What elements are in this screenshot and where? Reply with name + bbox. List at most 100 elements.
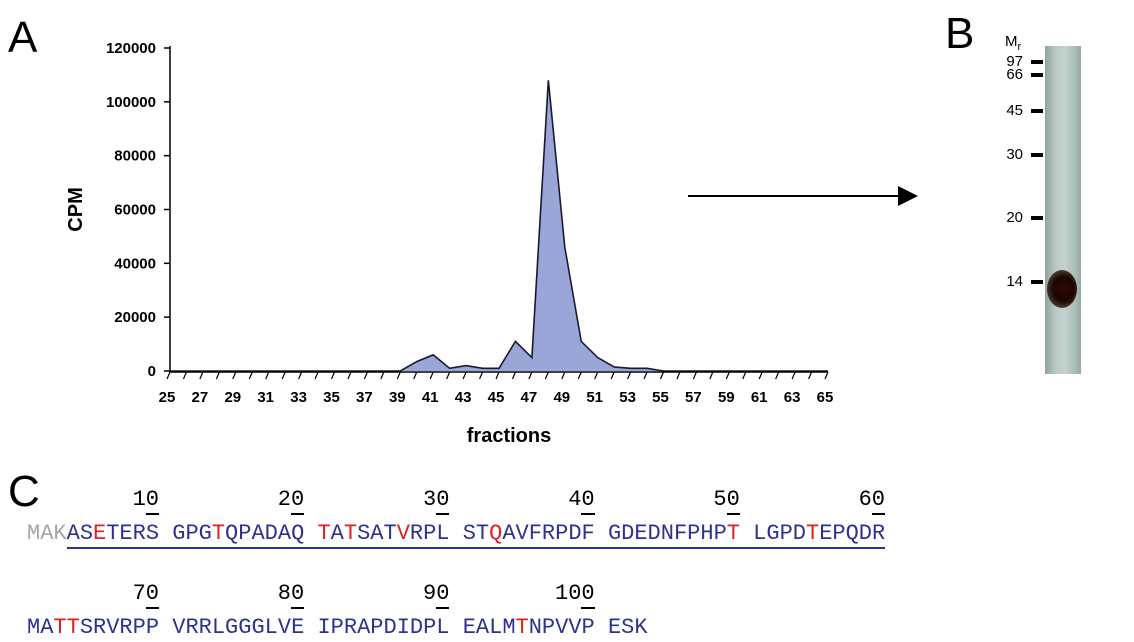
sequence-residue: A bbox=[40, 521, 54, 546]
x-tick bbox=[478, 371, 484, 380]
y-tick-label: 0 bbox=[148, 363, 156, 380]
chart-plot-area: 0 20000 40000 60000 80000 100000 120000 25 27 29 3… bbox=[65, 40, 833, 447]
sequence-residue: L bbox=[264, 615, 278, 640]
sequence-position-underline bbox=[726, 513, 740, 515]
data-point bbox=[416, 360, 418, 362]
x-tick bbox=[643, 371, 648, 380]
x-tick bbox=[314, 371, 319, 380]
gel-marker-tick bbox=[1031, 280, 1043, 284]
gel-marker-label: 20 bbox=[1006, 209, 1023, 226]
data-point bbox=[597, 356, 599, 358]
area-fill bbox=[170, 80, 828, 372]
sequence-residue: D bbox=[647, 521, 661, 546]
x-tick bbox=[709, 371, 714, 380]
sequence-residue: Q bbox=[489, 521, 503, 546]
data-point bbox=[481, 367, 483, 369]
data-point bbox=[547, 79, 549, 81]
sequence-residue: A bbox=[475, 615, 490, 640]
sequence-residue: P bbox=[238, 521, 252, 546]
sequence-residue: A bbox=[66, 521, 80, 546]
x-tick-label: 29 bbox=[224, 389, 241, 406]
sequence-residue: E bbox=[607, 615, 622, 640]
sequence-position-number: 90 bbox=[423, 581, 450, 606]
sequence-position-number: 60 bbox=[858, 487, 885, 512]
sequence-residue: G bbox=[238, 615, 252, 640]
x-tick bbox=[725, 371, 730, 380]
data-point bbox=[531, 356, 533, 358]
x-tick bbox=[807, 371, 813, 380]
sequence-residue: T bbox=[106, 521, 120, 546]
x-tick bbox=[594, 371, 599, 380]
sequence-residue: G bbox=[198, 521, 212, 546]
x-tick bbox=[298, 371, 303, 380]
sequence-position-underline bbox=[436, 513, 450, 515]
x-tick-label: 45 bbox=[488, 389, 505, 406]
arrow-head bbox=[898, 186, 918, 206]
sequence-residue: G bbox=[225, 615, 239, 640]
sequence-residue: S bbox=[357, 521, 371, 546]
y-tick-label: 20000 bbox=[114, 309, 156, 326]
x-tick bbox=[363, 371, 368, 380]
x-tick bbox=[265, 371, 270, 380]
sequence-residue: T bbox=[383, 521, 397, 546]
sequence-residue: V bbox=[396, 521, 410, 546]
sequence-residue: D bbox=[792, 521, 806, 546]
sequence-residue: M bbox=[502, 615, 516, 640]
sequence-position-underline bbox=[145, 607, 159, 609]
x-tick bbox=[330, 371, 336, 380]
x-tick-label: 49 bbox=[553, 389, 570, 406]
x-tick bbox=[758, 371, 763, 380]
sequence-residue: V bbox=[106, 615, 120, 640]
x-tick bbox=[577, 371, 582, 380]
data-point bbox=[613, 366, 615, 368]
y-tick-label: 120000 bbox=[106, 40, 156, 57]
sequence-residue: Q bbox=[291, 521, 305, 546]
x-tick-label: 35 bbox=[323, 389, 340, 406]
gel-marker-label: 45 bbox=[1006, 102, 1023, 119]
sequence-residue: T bbox=[53, 615, 67, 640]
data-point bbox=[564, 246, 566, 248]
sequence-position-number: 70 bbox=[132, 581, 159, 606]
x-tick bbox=[446, 371, 451, 380]
sequence-residue: R bbox=[132, 521, 146, 546]
data-point bbox=[514, 340, 516, 342]
gel-band bbox=[1047, 270, 1077, 308]
panel-label-a: A bbox=[8, 13, 38, 62]
y-axis-title: CPM bbox=[65, 187, 87, 231]
gel-marker-label: 14 bbox=[1006, 273, 1023, 290]
sequence-residue: P bbox=[370, 615, 384, 640]
sequence-residue: D bbox=[383, 615, 397, 640]
sequence-residue: D bbox=[409, 615, 424, 640]
sequence-residue: F bbox=[581, 521, 595, 546]
x-tick bbox=[511, 371, 517, 380]
sequence-position-number: 10 bbox=[132, 487, 159, 512]
x-tick bbox=[544, 371, 549, 380]
sequence-residue: V bbox=[172, 615, 186, 640]
x-tick bbox=[561, 371, 566, 380]
gel-marker-tick bbox=[1031, 73, 1043, 77]
sequence-residue: P bbox=[423, 615, 437, 640]
x-tick-label: 27 bbox=[192, 389, 209, 406]
x-tick-label: 31 bbox=[257, 389, 274, 406]
sequence-residue: P bbox=[555, 521, 569, 546]
x-tick bbox=[429, 371, 434, 380]
x-tick bbox=[347, 371, 352, 380]
panel-label-c: C bbox=[8, 467, 40, 516]
x-tick-label: 51 bbox=[586, 389, 603, 406]
x-tick-label: 65 bbox=[817, 389, 834, 406]
sequence-residue: L bbox=[436, 615, 450, 640]
data-point bbox=[448, 367, 450, 369]
sequence-residue: D bbox=[858, 521, 872, 546]
sequence-residue: D bbox=[621, 521, 635, 546]
sequence-residue: V bbox=[277, 615, 292, 640]
sequence-residue: R bbox=[93, 615, 107, 640]
sequence-residue: A bbox=[251, 521, 265, 546]
sequence-residue: S bbox=[462, 521, 476, 546]
x-tick bbox=[791, 371, 796, 380]
data-point bbox=[465, 364, 467, 366]
x-tick bbox=[676, 371, 681, 380]
sequence-residue: N bbox=[528, 615, 542, 640]
x-tick bbox=[396, 371, 401, 380]
sequence-residue: V bbox=[515, 521, 529, 546]
sequence-residue: Q bbox=[845, 521, 859, 546]
